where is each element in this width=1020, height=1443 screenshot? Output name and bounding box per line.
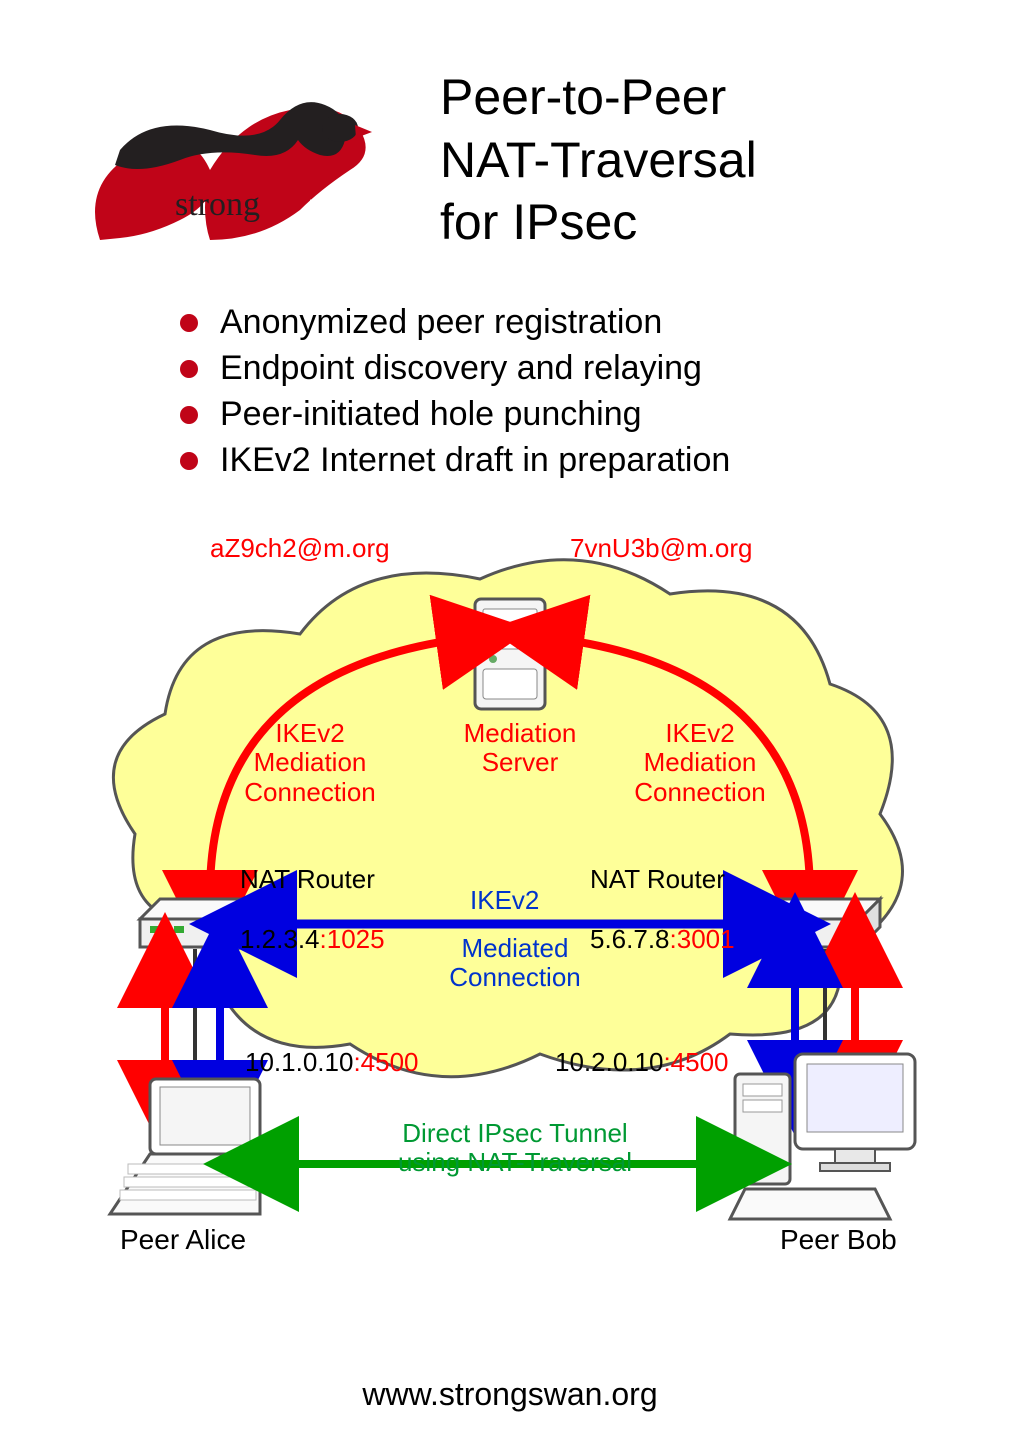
nat-traversal-diagram: aZ9ch2@m.org 7vnU3b@m.org IKEv2Mediation…: [80, 524, 940, 1264]
alice-internal-ip-label: 10.1.0.10:4500: [245, 1019, 419, 1079]
nat-router-right-icon: [760, 899, 880, 947]
alice-id-label: aZ9ch2@m.org: [210, 534, 390, 564]
strongswan-logo: strong wan: [60, 60, 400, 260]
header: strong wan Peer-to-PeerNAT-Traversalfor …: [60, 60, 960, 260]
tunnel-label: Direct IPsec Tunnelusing NAT-Traversal: [375, 1119, 655, 1179]
bob-internal-ip-label: 10.2.0.10:4500: [555, 1019, 729, 1079]
mediation-server-label: MediationServer: [450, 719, 590, 779]
ikev2-right-label: IKEv2MediationConnection: [620, 719, 780, 809]
peer-alice-label: Peer Alice: [120, 1224, 246, 1256]
logo-text-strong: strong: [175, 186, 260, 223]
ikev2-left-label: IKEv2MediationConnection: [230, 719, 390, 809]
feature-list: Anonymized peer registration Endpoint di…: [180, 300, 960, 484]
bullet-item: Endpoint discovery and relaying: [180, 346, 960, 392]
nat-left-label: NAT Router 1.2.3.4:1025: [240, 836, 385, 956]
peer-alice-icon: [110, 1079, 260, 1214]
peer-bob-icon: [730, 1054, 915, 1219]
peer-bob-label: Peer Bob: [780, 1224, 897, 1256]
bullet-item: Anonymized peer registration: [180, 300, 960, 346]
logo-text-wan: wan: [310, 186, 371, 223]
mediation-server-icon: [475, 599, 545, 709]
footer-url: www.strongswan.org: [0, 1376, 1020, 1413]
bullet-item: Peer-initiated hole punching: [180, 392, 960, 438]
nat-right-label: NAT Router 5.6.7.8:3001: [590, 836, 735, 956]
page-title: Peer-to-PeerNAT-Traversalfor IPsec: [440, 66, 757, 254]
ikev2-center-label: IKEv2: [470, 886, 539, 916]
bullet-item: IKEv2 Internet draft in preparation: [180, 438, 960, 484]
mediated-label: MediatedConnection: [435, 934, 595, 994]
bob-id-label: 7vnU3b@m.org: [570, 534, 752, 564]
